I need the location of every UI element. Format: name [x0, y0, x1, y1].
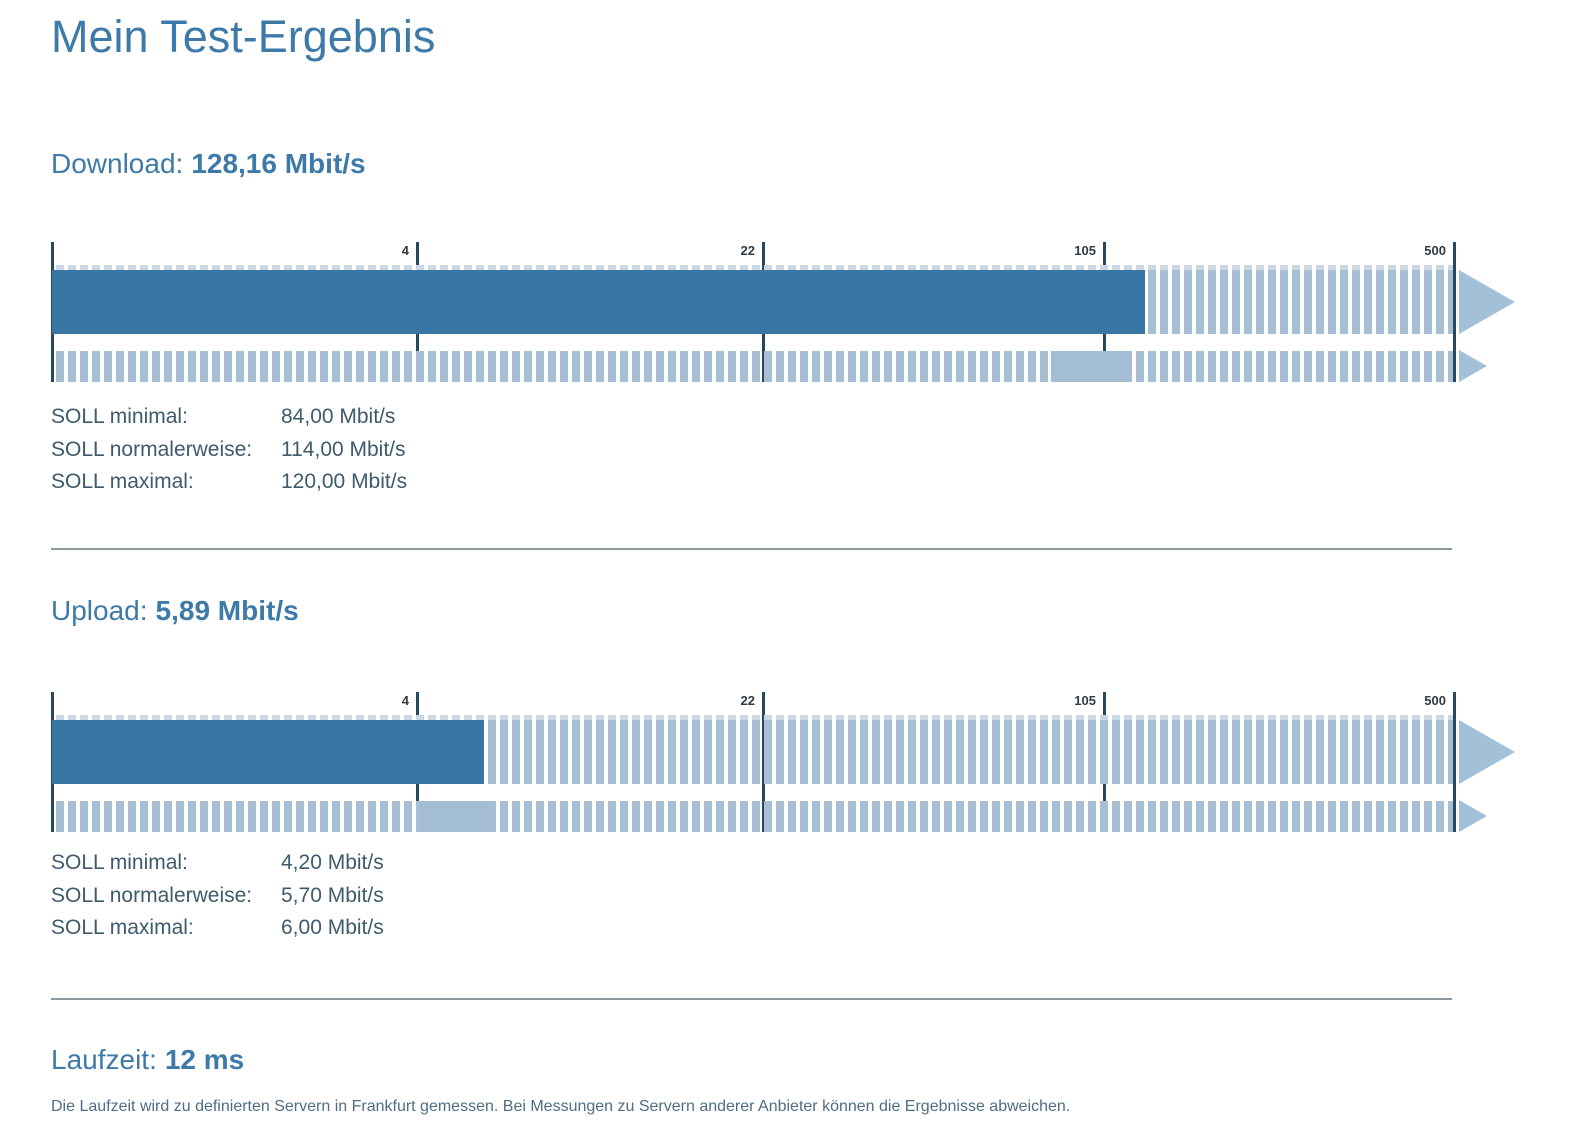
- download-heading-label: Download:: [51, 148, 184, 179]
- download-scale-overflow-arrow-icon: [1459, 270, 1515, 334]
- download-tick-label-4: 4: [401, 243, 409, 258]
- download-soll-normalerweise-value: 114,00 Mbit/s: [281, 437, 406, 461]
- upload-heading-value: 5,89 Mbit/s: [155, 595, 299, 626]
- latency-heading-value: 12 ms: [164, 1044, 245, 1075]
- upload-soll-range: [420, 801, 490, 832]
- download-soll-maximal-label: SOLL maximal:: [51, 470, 194, 493]
- upload-gauge: 4 22 105 500: [51, 692, 1517, 832]
- upload-tick-label-500: 500: [1424, 693, 1446, 708]
- download-gauge: 4 22 105 500: [51, 242, 1517, 382]
- section-divider: [51, 998, 1452, 1000]
- upload-soll-minimal-value: 4,20 Mbit/s: [281, 851, 384, 874]
- download-soll-minimal-value: 84,00 Mbit/s: [281, 405, 396, 428]
- upload-heading-label: Upload:: [51, 595, 148, 626]
- download-soll-overflow-arrow-icon: [1459, 350, 1487, 382]
- upload-soll-minimal-label: SOLL minimal:: [51, 851, 188, 874]
- download-tick-line-500: [1453, 242, 1456, 382]
- upload-tick-line-500: [1453, 692, 1456, 832]
- upload-heading: Upload: 5,89 Mbit/s: [51, 593, 299, 629]
- download-heading: Download: 128,16 Mbit/s: [51, 146, 366, 182]
- upload-soll-table: SOLL minimal: 4,20 Mbit/s SOLL normalerw…: [51, 847, 384, 945]
- download-soll-maximal-value: 120,00 Mbit/s: [281, 470, 408, 493]
- download-soll-table: SOLL minimal: 84,00 Mbit/s SOLL normaler…: [51, 401, 407, 499]
- upload-tick-label-105: 105: [1074, 693, 1096, 708]
- section-divider: [51, 548, 1452, 550]
- download-measured-bar: [52, 270, 1145, 334]
- upload-soll-maximal-value: 6,00 Mbit/s: [281, 916, 384, 939]
- upload-soll-maximal-label: SOLL maximal:: [51, 916, 194, 939]
- download-tick-label-105: 105: [1074, 243, 1096, 258]
- download-soll-minimal-label: SOLL minimal:: [51, 405, 188, 428]
- upload-tick-label-22: 22: [740, 693, 755, 708]
- download-soll-track: [52, 351, 1453, 382]
- upload-soll-track: [52, 801, 1453, 832]
- download-heading-value: 128,16 Mbit/s: [191, 148, 366, 179]
- upload-soll-overflow-arrow-icon: [1459, 800, 1487, 832]
- upload-soll-normalerweise-value: 5,70 Mbit/s: [281, 883, 384, 907]
- download-bar-track-dashes: [52, 265, 1453, 270]
- upload-tick-label-4: 4: [401, 693, 409, 708]
- upload-scale-overflow-arrow-icon: [1459, 720, 1515, 784]
- download-soll-normalerweise-label: SOLL normalerweise:: [51, 437, 253, 461]
- latency-heading: Laufzeit: 12 ms: [51, 1042, 244, 1078]
- latency-heading-label: Laufzeit:: [51, 1044, 157, 1075]
- upload-measured-bar: [52, 720, 484, 784]
- download-tick-label-500: 500: [1424, 243, 1446, 258]
- upload-bar-track-dashes: [52, 715, 1453, 720]
- upload-soll-normalerweise-label: SOLL normalerweise:: [51, 883, 253, 907]
- download-tick-label-22: 22: [740, 243, 755, 258]
- download-soll-range: [1051, 351, 1132, 382]
- latency-note: Die Laufzeit wird zu definierten Servern…: [51, 1098, 1071, 1115]
- page-title: Mein Test-Ergebnis: [51, 11, 436, 62]
